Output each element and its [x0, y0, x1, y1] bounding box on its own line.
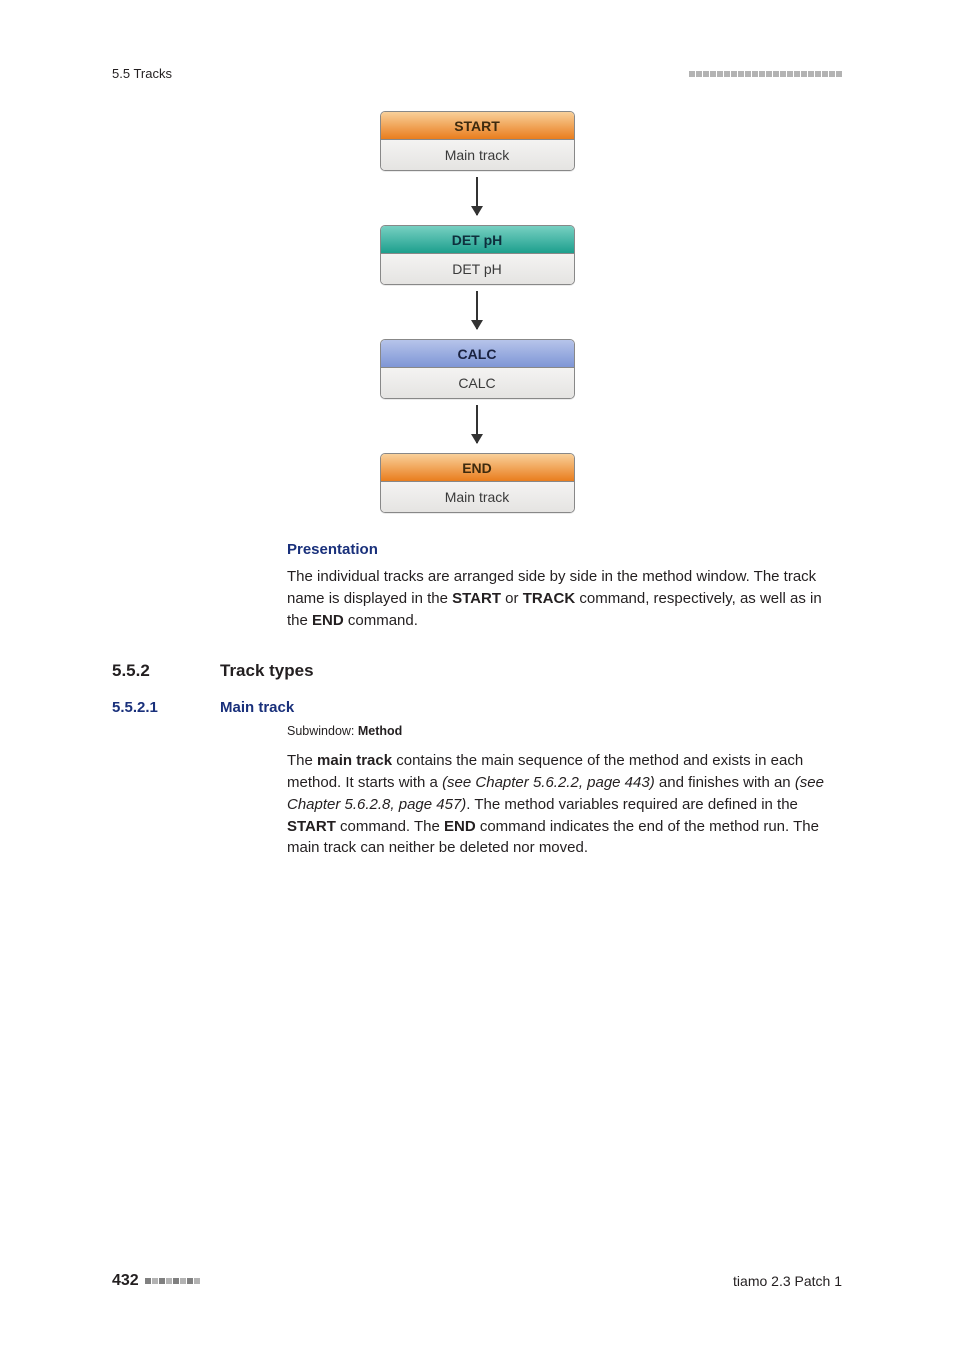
main-track-paragraph: The main track contains the main sequenc… — [287, 750, 842, 859]
block-body: CALC — [381, 368, 574, 398]
page-number: 432 — [112, 1272, 139, 1290]
flow-block-calc: CALC CALC — [380, 339, 575, 399]
main-track-section: The main track contains the main sequenc… — [287, 750, 842, 859]
presentation-heading: Presentation — [287, 541, 842, 558]
flow-block-start: START Main track — [380, 111, 575, 171]
page-footer: 432 tiamo 2.3 Patch 1 — [112, 1272, 842, 1290]
section-title: Track types — [220, 661, 314, 681]
subwindow-value: Method — [358, 724, 402, 738]
footer-ornament — [145, 1278, 200, 1284]
subwindow-label: Subwindow: — [287, 724, 358, 738]
header-ornament — [689, 71, 842, 77]
footer-version: tiamo 2.3 Patch 1 — [733, 1273, 842, 1289]
subsection-title: Main track — [220, 699, 294, 716]
flow-arrow — [476, 405, 478, 443]
block-head: END — [381, 454, 574, 482]
section-heading-row: 5.5.2 Track types — [112, 661, 842, 681]
subsection-number: 5.5.2.1 — [112, 699, 182, 716]
block-body: Main track — [381, 482, 574, 512]
presentation-section: Presentation The individual tracks are a… — [287, 541, 842, 631]
flow-block-end: END Main track — [380, 453, 575, 513]
flow-arrow — [476, 177, 478, 215]
block-head: DET pH — [381, 226, 574, 254]
block-head: CALC — [381, 340, 574, 368]
subwindow-line: Subwindow: Method — [287, 724, 842, 738]
presentation-paragraph: The individual tracks are arranged side … — [287, 566, 842, 631]
flowchart: START Main track DET pH DET pH CALC CALC… — [112, 111, 842, 513]
page-header: 5.5 Tracks — [112, 66, 842, 81]
header-section-label: 5.5 Tracks — [112, 66, 172, 81]
flow-arrow — [476, 291, 478, 329]
section-number: 5.5.2 — [112, 661, 182, 681]
flow-block-detph: DET pH DET pH — [380, 225, 575, 285]
block-head: START — [381, 112, 574, 140]
subsection-heading-row: 5.5.2.1 Main track — [112, 699, 842, 716]
block-body: Main track — [381, 140, 574, 170]
block-body: DET pH — [381, 254, 574, 284]
